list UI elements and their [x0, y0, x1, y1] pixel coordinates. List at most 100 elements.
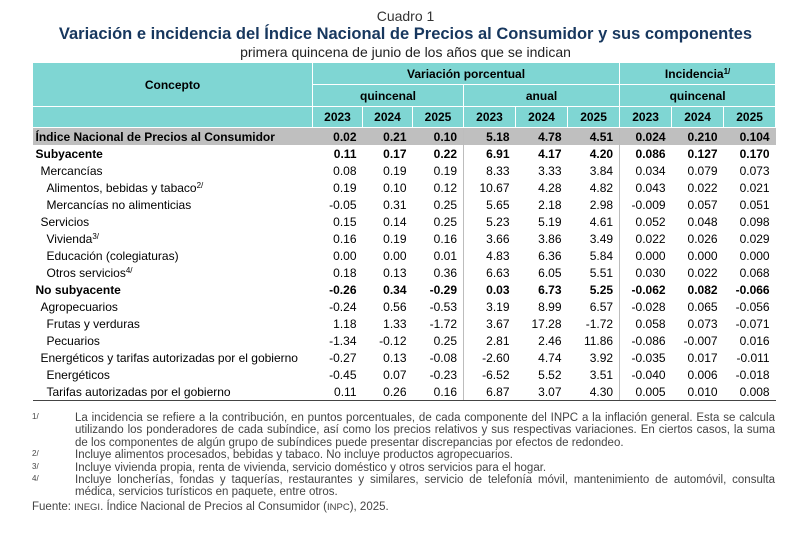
value-cell: 0.017 [687, 350, 718, 365]
value-cell: -0.29 [429, 282, 457, 297]
value-cell: 5.84 [589, 248, 614, 263]
value-cell: 0.10 [383, 180, 407, 195]
table-row: Mercancías no alimenticias -0.05 0.31 0.25 5… [33, 196, 776, 213]
value-cell: 3.19 [463, 298, 516, 315]
value-cell: 0.073 [687, 316, 718, 331]
value-cell: 4.61 [589, 214, 614, 229]
source-prefix: Fuente: [32, 500, 75, 513]
value-cell: -1.72 [585, 316, 614, 331]
year-header: 2023 [619, 106, 673, 128]
value-cell: 6.87 [463, 383, 516, 401]
year-header: 2025 [412, 106, 464, 128]
year-header: 2024 [515, 106, 568, 128]
value-cell: 0.073 [739, 163, 770, 178]
value-cell: 0.022 [619, 230, 672, 247]
value-cell: 0.210 [671, 127, 724, 145]
value-cell: 6.57 [589, 299, 614, 314]
value-cell: 0.034 [619, 162, 672, 179]
source-org: INEGI [74, 501, 101, 513]
value-cell: 11.86 [583, 333, 614, 348]
row-label: Agropecuarios [33, 298, 313, 315]
value-cell: -0.08 [429, 350, 457, 365]
value-cell: -0.12 [379, 333, 407, 348]
value-cell: -0.056 [735, 299, 770, 314]
value-cell: 0.022 [687, 180, 718, 195]
value-cell: 3.66 [463, 230, 516, 247]
year-header: 2025 [566, 106, 621, 128]
value-cell: 0.079 [687, 163, 718, 178]
value-cell: 0.051 [739, 197, 770, 212]
value-cell: 3.33 [538, 163, 562, 178]
value-cell: 0.15 [333, 214, 357, 229]
row-label-text: Tarifas autorizadas por el gobierno [46, 384, 231, 399]
value-cell: 0.058 [619, 315, 672, 332]
row-label: Mercancías no alimenticias [33, 196, 313, 213]
value-cell: 0.127 [687, 146, 718, 161]
value-cell: 0.56 [383, 299, 407, 314]
row-label: Servicios [33, 213, 313, 230]
table-number: Cuadro 1 [376, 8, 435, 24]
footnote-text: Incluye vivienda propia, renta de vivien… [75, 461, 547, 474]
table-row: Pecuarios -1.34 -0.12 0.25 2.81 2.46 11.86 -0.0… [33, 332, 776, 349]
row-label-text: Frutas y verduras [46, 316, 140, 331]
row-label-text: Otros servicios [46, 265, 126, 280]
row-label: No subyacente [33, 281, 313, 298]
footnotes: 1/La incidencia se refiere a la contribu… [32, 412, 775, 514]
footnote: 2/Incluye alimentos procesados, bebidas … [32, 449, 775, 461]
value-cell: 2.18 [538, 197, 562, 212]
row-label-text: Mercancías no alimenticias [46, 197, 192, 212]
value-cell: 0.029 [739, 231, 770, 246]
value-cell: 0.11 [312, 383, 363, 401]
table-row: Alimentos, bebidas y tabaco2/0.19 0.10 0.1… [33, 179, 776, 196]
row-label-text: Alimentos, bebidas y tabaco [46, 180, 197, 195]
value-cell: 0.19 [383, 163, 407, 178]
value-cell: 0.03 [463, 281, 516, 298]
value-cell: 5.65 [463, 196, 516, 213]
table-row: No subyacente -0.26 0.34 -0.29 0.03 6.73 5.25-… [33, 281, 776, 298]
value-cell: 4.20 [589, 146, 614, 161]
row-label: Frutas y verduras [33, 315, 313, 332]
value-cell: 10.67 [463, 179, 516, 196]
value-cell: 2.81 [463, 332, 516, 349]
value-cell: 0.16 [433, 231, 457, 246]
value-cell: 0.01 [433, 248, 457, 263]
value-cell: 0.043 [619, 179, 672, 196]
value-cell: 0.068 [739, 265, 770, 280]
row-label: Alimentos, bebidas y tabaco2/ [33, 179, 313, 196]
value-cell: 0.07 [383, 367, 407, 382]
table-row: Vivienda3/0.16 0.19 0.16 3.66 3.86 3.49 0.022 0… [33, 230, 776, 247]
anual-header: anual [462, 84, 621, 107]
year-header: 2024 [671, 106, 725, 128]
table-header: Concepto Variación porcentual Incidencia… [32, 62, 777, 128]
incidence-header: Incidencia1/ [619, 62, 777, 85]
value-cell: 0.19 [433, 163, 457, 178]
value-cell: 4.74 [538, 350, 562, 365]
value-cell: 5.18 [463, 127, 516, 145]
value-cell: 0.008 [723, 383, 776, 401]
value-cell: -0.45 [329, 367, 357, 382]
value-cell: 0.021 [739, 180, 770, 195]
value-cell: 4.28 [538, 180, 562, 195]
row-footnote-mark: 3/ [92, 231, 99, 241]
value-cell: 0.065 [687, 299, 718, 314]
value-cell: 0.31 [383, 197, 407, 212]
inpc-table: Concepto Variación porcentual Incidencia… [32, 62, 777, 401]
value-cell: 1.18 [333, 316, 357, 331]
table-row: Frutas y verduras 1.18 1.33 -1.72 3.67 17.28 -… [33, 315, 776, 332]
table-row: Energéticos y tarifas autorizadas por el… [33, 349, 776, 366]
value-cell: 0.082 [687, 282, 718, 297]
row-label: Energéticos [33, 366, 313, 383]
table-row: Energéticos -0.45 0.07 -0.23 -6.52 5.52 3.51 -0… [33, 366, 776, 383]
table-title: Variación e incidencia del Índice Nacion… [58, 25, 753, 43]
value-cell: 6.73 [538, 282, 562, 297]
value-cell: 0.34 [383, 282, 407, 297]
row-label-text: Vivienda [46, 231, 93, 246]
footnote-mark: 4/ [32, 474, 39, 484]
incidence-header-label: Incidencia [664, 66, 724, 81]
value-cell: 0.16 [333, 231, 357, 246]
value-cell: 5.23 [463, 213, 516, 230]
row-label-text: Educación (colegiaturas) [46, 248, 179, 263]
row-label-text: Servicios [40, 214, 90, 229]
table-row: Índice Nacional de Precios al Consumidor… [32, 127, 776, 145]
footnote-mark: 1/ [32, 412, 39, 421]
